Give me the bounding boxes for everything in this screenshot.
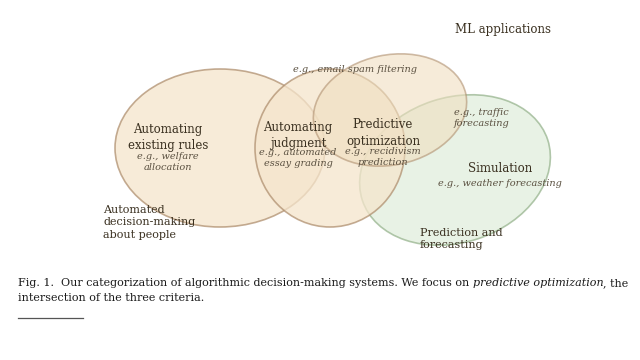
Text: e.g., welfare
allocation: e.g., welfare allocation bbox=[137, 152, 199, 172]
Text: Predictive
optimization: Predictive optimization bbox=[346, 118, 420, 148]
Ellipse shape bbox=[314, 54, 467, 166]
Text: , the: , the bbox=[604, 278, 628, 288]
Ellipse shape bbox=[255, 69, 405, 227]
Text: Prediction and
forecasting: Prediction and forecasting bbox=[420, 228, 502, 251]
Text: Fig. 1.  Our categorization of algorithmic decision-making systems. We focus on: Fig. 1. Our categorization of algorithmi… bbox=[18, 278, 473, 288]
Text: e.g., automated
essay grading: e.g., automated essay grading bbox=[259, 148, 337, 168]
Ellipse shape bbox=[360, 95, 550, 245]
Text: Simulation: Simulation bbox=[468, 162, 532, 175]
Text: Automated
decision-making
about people: Automated decision-making about people bbox=[103, 205, 195, 240]
Text: Automating
judgment: Automating judgment bbox=[264, 121, 333, 149]
Text: e.g., email spam filtering: e.g., email spam filtering bbox=[293, 66, 417, 75]
Text: intersection of the three criteria.: intersection of the three criteria. bbox=[18, 293, 204, 303]
Text: e.g., recidivism
prediction: e.g., recidivism prediction bbox=[345, 147, 421, 167]
Text: ML applications: ML applications bbox=[455, 23, 551, 36]
Text: e.g., traffic
forecasting: e.g., traffic forecasting bbox=[454, 108, 509, 128]
Text: Automating
existing rules: Automating existing rules bbox=[128, 123, 208, 153]
Text: predictive optimization: predictive optimization bbox=[473, 278, 604, 288]
Text: e.g., weather forecasting: e.g., weather forecasting bbox=[438, 179, 562, 188]
Ellipse shape bbox=[115, 69, 325, 227]
